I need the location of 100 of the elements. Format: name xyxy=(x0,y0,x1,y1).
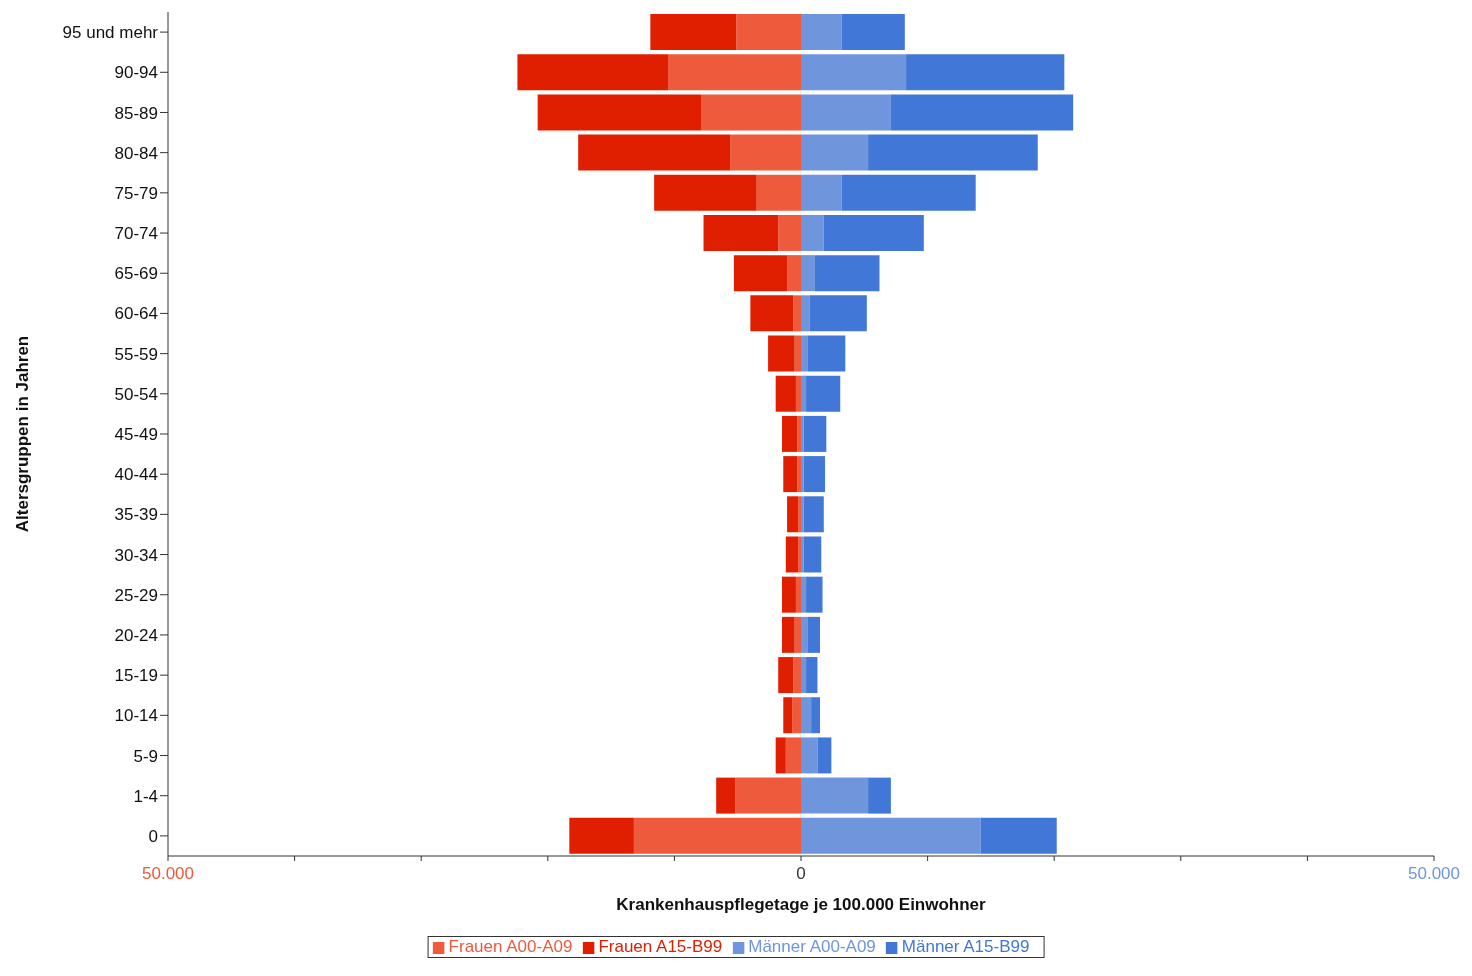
y-tick-label: 95 und mehr xyxy=(62,23,159,43)
y-tick-label: 50-54 xyxy=(114,384,158,404)
bar xyxy=(517,54,669,91)
bar xyxy=(801,777,869,814)
bar xyxy=(801,737,818,774)
bar xyxy=(795,375,801,412)
bar xyxy=(750,295,794,332)
bar xyxy=(906,54,1065,91)
bar xyxy=(578,134,731,171)
bar xyxy=(801,94,891,131)
bar xyxy=(733,255,788,292)
y-tick-label: 40-44 xyxy=(114,465,158,485)
bar xyxy=(785,737,801,774)
y-tick-label: 80-84 xyxy=(114,143,158,163)
bar xyxy=(811,697,820,734)
legend-label: Frauen A00-A09 xyxy=(448,937,573,956)
x-tick-label: 50.000 xyxy=(1408,864,1460,883)
legend-label: Männer A15-B99 xyxy=(901,937,1030,956)
bar xyxy=(793,657,801,694)
bar xyxy=(868,134,1038,171)
bar xyxy=(654,174,757,211)
bar xyxy=(841,174,976,211)
bar xyxy=(797,415,801,452)
bar xyxy=(700,94,801,131)
bar xyxy=(801,616,808,653)
bar xyxy=(801,134,869,171)
bar xyxy=(801,817,981,854)
bar xyxy=(793,295,801,332)
bar xyxy=(785,536,799,573)
y-tick-label: 25-29 xyxy=(114,585,158,605)
y-tick-label: 65-69 xyxy=(114,264,158,284)
bar xyxy=(787,496,799,533)
y-tick-label: 55-59 xyxy=(114,344,158,364)
bar xyxy=(806,375,841,412)
y-tick-label: 85-89 xyxy=(114,103,158,123)
y-tick-label: 90-94 xyxy=(114,63,158,83)
bar xyxy=(807,616,820,653)
bar xyxy=(716,777,736,814)
bar xyxy=(797,456,801,493)
bar xyxy=(801,214,824,251)
bar xyxy=(841,14,905,50)
y-tick-label: 35-39 xyxy=(114,505,158,525)
bar xyxy=(809,295,867,332)
y-tick-label: 60-64 xyxy=(114,304,158,324)
bar xyxy=(803,456,826,493)
x-tick-label: 50.000 xyxy=(142,864,194,883)
bar xyxy=(803,536,822,573)
bar xyxy=(537,94,701,131)
bar xyxy=(794,616,801,653)
bar xyxy=(890,94,1074,131)
bar xyxy=(980,817,1057,854)
bar xyxy=(650,14,737,50)
bar xyxy=(807,335,846,372)
bar xyxy=(868,777,891,814)
y-tick-label: 1-4 xyxy=(133,786,158,806)
y-tick-label: 15-19 xyxy=(114,666,158,686)
bar xyxy=(823,214,924,251)
bar xyxy=(801,697,812,734)
bar xyxy=(787,255,801,292)
bar xyxy=(775,737,786,774)
y-axis-title: Altersgruppen in Jahren xyxy=(13,335,33,533)
bar xyxy=(668,54,801,91)
y-tick-label: 75-79 xyxy=(114,183,158,203)
bar xyxy=(778,657,794,694)
legend-label: Frauen A15-B99 xyxy=(598,937,723,956)
y-tick-label: 0 xyxy=(148,826,158,846)
y-tick-label: 70-74 xyxy=(114,224,158,244)
bar xyxy=(801,415,804,452)
bar xyxy=(735,777,801,814)
x-tick-label: 0 xyxy=(796,864,806,883)
bar xyxy=(778,214,801,251)
bar xyxy=(736,14,801,50)
y-tick-label: 20-24 xyxy=(114,625,158,645)
bar xyxy=(756,174,801,211)
bar xyxy=(801,657,807,694)
bar xyxy=(783,697,793,734)
bar xyxy=(768,335,795,372)
bar xyxy=(806,576,823,613)
bar xyxy=(801,295,810,332)
bar xyxy=(803,415,827,452)
y-tick-label: 45-49 xyxy=(114,425,158,445)
bar xyxy=(633,817,801,854)
bar xyxy=(803,496,824,533)
bar xyxy=(730,134,801,171)
bar xyxy=(775,375,796,412)
bar xyxy=(792,697,801,734)
bar xyxy=(782,576,796,613)
y-tick-label: 5-9 xyxy=(133,746,158,766)
bar xyxy=(795,576,801,613)
bar xyxy=(783,456,798,493)
bar xyxy=(569,817,634,854)
bar xyxy=(817,737,832,774)
y-tick-label: 30-34 xyxy=(114,545,158,565)
bar xyxy=(801,14,842,50)
bar xyxy=(801,456,804,493)
bar xyxy=(814,255,880,292)
bar xyxy=(801,54,907,91)
bar xyxy=(782,415,798,452)
bar xyxy=(801,576,807,613)
bar xyxy=(703,214,779,251)
